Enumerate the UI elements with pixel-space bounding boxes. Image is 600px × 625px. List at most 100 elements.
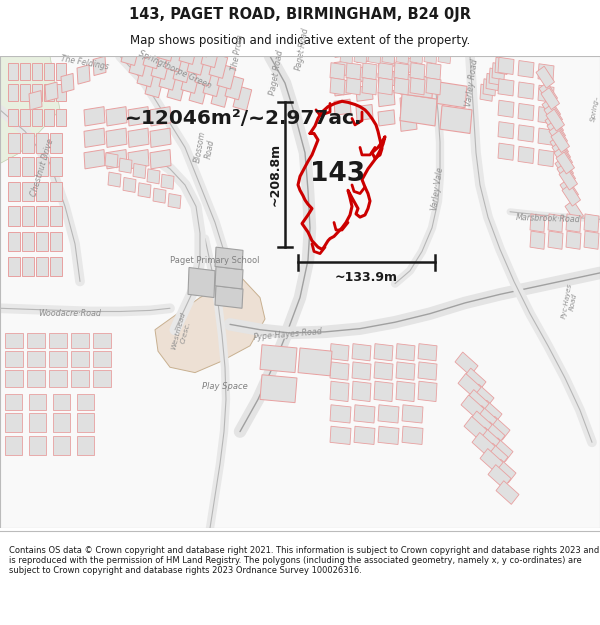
Polygon shape <box>330 78 345 95</box>
Polygon shape <box>61 73 74 92</box>
Polygon shape <box>368 51 381 64</box>
Polygon shape <box>157 37 176 61</box>
Polygon shape <box>5 371 23 386</box>
Text: Varley Road: Varley Road <box>464 58 480 106</box>
Text: The Feldings: The Feldings <box>60 54 110 71</box>
Polygon shape <box>518 82 534 99</box>
Polygon shape <box>93 56 106 76</box>
Polygon shape <box>123 177 136 192</box>
Polygon shape <box>485 443 508 467</box>
Polygon shape <box>5 333 23 348</box>
Polygon shape <box>56 84 66 101</box>
Polygon shape <box>50 182 62 201</box>
Polygon shape <box>201 43 220 68</box>
Polygon shape <box>49 371 67 386</box>
Polygon shape <box>334 22 351 38</box>
Polygon shape <box>260 375 297 402</box>
Polygon shape <box>93 371 111 386</box>
Polygon shape <box>27 351 45 368</box>
Polygon shape <box>36 206 48 226</box>
Polygon shape <box>545 114 563 136</box>
Polygon shape <box>378 78 393 95</box>
Polygon shape <box>145 73 164 98</box>
Polygon shape <box>346 78 361 95</box>
Polygon shape <box>547 120 566 142</box>
Polygon shape <box>374 381 393 402</box>
Polygon shape <box>330 381 349 402</box>
Text: Woodacre·Road: Woodacre·Road <box>38 309 101 318</box>
Polygon shape <box>548 231 563 249</box>
Polygon shape <box>119 158 132 173</box>
Polygon shape <box>179 40 197 64</box>
Polygon shape <box>215 266 243 289</box>
Polygon shape <box>8 134 20 152</box>
Text: Contains OS data © Crown copyright and database right 2021. This information is : Contains OS data © Crown copyright and d… <box>9 546 599 576</box>
Polygon shape <box>45 82 58 101</box>
Polygon shape <box>20 84 30 101</box>
Polygon shape <box>128 107 149 126</box>
Polygon shape <box>566 231 581 249</box>
Polygon shape <box>562 184 581 206</box>
Polygon shape <box>217 64 236 89</box>
Polygon shape <box>550 136 569 158</box>
Polygon shape <box>8 232 20 251</box>
Polygon shape <box>53 436 70 455</box>
Polygon shape <box>438 51 451 64</box>
Polygon shape <box>260 345 297 372</box>
Polygon shape <box>400 77 417 92</box>
Polygon shape <box>49 351 67 368</box>
Polygon shape <box>161 174 174 189</box>
Polygon shape <box>49 333 67 348</box>
Polygon shape <box>29 91 42 110</box>
Text: Pyc·Hayes
Road: Pyc·Hayes Road <box>560 282 580 320</box>
Text: The Prom: The Prom <box>230 34 245 71</box>
Polygon shape <box>362 78 377 95</box>
Polygon shape <box>424 51 437 64</box>
Polygon shape <box>549 125 568 147</box>
Polygon shape <box>334 80 351 96</box>
Polygon shape <box>135 33 154 58</box>
Polygon shape <box>44 84 54 101</box>
Text: Map shows position and indicative extent of the property.: Map shows position and indicative extent… <box>130 34 470 47</box>
Polygon shape <box>498 143 514 160</box>
Polygon shape <box>518 125 534 142</box>
Polygon shape <box>566 214 581 232</box>
Polygon shape <box>8 206 20 226</box>
Text: 143: 143 <box>310 161 365 188</box>
Polygon shape <box>557 162 575 184</box>
Polygon shape <box>486 73 499 91</box>
Polygon shape <box>330 344 349 361</box>
Polygon shape <box>542 98 560 121</box>
Polygon shape <box>461 395 484 419</box>
Polygon shape <box>400 115 417 131</box>
Polygon shape <box>400 96 417 112</box>
Polygon shape <box>418 362 437 380</box>
Polygon shape <box>480 84 493 101</box>
Polygon shape <box>71 351 89 368</box>
Polygon shape <box>394 62 409 80</box>
Polygon shape <box>518 61 534 78</box>
Polygon shape <box>354 51 367 64</box>
Polygon shape <box>167 76 185 101</box>
Polygon shape <box>77 436 94 455</box>
Polygon shape <box>477 427 500 451</box>
Polygon shape <box>400 94 437 126</box>
Polygon shape <box>471 384 494 408</box>
Polygon shape <box>22 206 34 226</box>
Polygon shape <box>20 62 30 80</box>
Polygon shape <box>165 48 184 72</box>
Polygon shape <box>71 333 89 348</box>
Polygon shape <box>8 62 18 80</box>
Polygon shape <box>402 405 423 423</box>
Polygon shape <box>137 62 155 87</box>
Polygon shape <box>5 436 22 455</box>
Polygon shape <box>36 257 48 276</box>
Polygon shape <box>356 28 373 43</box>
Text: Varley·Vale: Varley·Vale <box>430 165 445 211</box>
Polygon shape <box>466 389 489 413</box>
Polygon shape <box>378 52 395 68</box>
Polygon shape <box>50 232 62 251</box>
Polygon shape <box>32 109 42 126</box>
Polygon shape <box>330 426 351 444</box>
Text: Paget Road: Paget Road <box>269 49 286 96</box>
